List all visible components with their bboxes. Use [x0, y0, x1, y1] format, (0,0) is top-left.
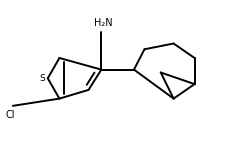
- Text: H₂N: H₂N: [94, 18, 113, 28]
- Text: S: S: [39, 74, 45, 83]
- Text: Cl: Cl: [6, 110, 15, 120]
